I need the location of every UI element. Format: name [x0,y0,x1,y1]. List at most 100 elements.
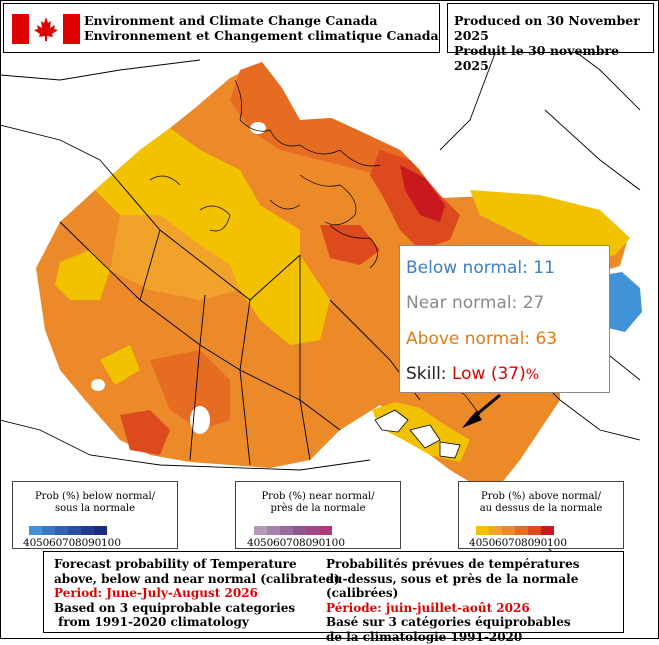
legend-below-tick: 90 [88,537,102,549]
legend-above-tick: 60 [495,537,509,549]
region-above-40-atlantic-sea [470,190,630,262]
tooltip-above-label: Above normal: [406,329,531,349]
legend-near-tick: 80 [299,537,313,549]
region-above-40-southwest [55,250,110,300]
legend-below-tick: 50 [36,537,50,549]
legend-below-swatch [68,526,81,535]
legend-above-ticks: 40 50 60 70 80 90 100 [469,537,567,549]
legend-below-title: Prob (%) below normal/ sous la normale [13,491,177,515]
legend-above-normal: Prob (%) above normal/ au dessus de la n… [458,481,624,549]
info-fr-line1: Probabilités prévues de températures [326,557,580,571]
pointer-arrow [462,393,501,428]
legend-below-tick: 80 [75,537,89,549]
produced-date-en: Produced on 30 November 2025 [454,13,640,43]
tooltip-near-value: 27 [522,293,545,313]
region-above-70-arctic [230,62,420,180]
tooltip-near-row: Near normal: 27 [406,293,544,313]
legend-above-swatch [476,526,489,535]
legend-near-tick: 90 [312,537,326,549]
agency-name-en: Environment and Climate Change Canada [84,13,378,28]
info-fr-line2: au-dessus, sous et près de la normale (c… [326,571,579,601]
info-english: Forecast probability of Temperature abov… [54,557,340,630]
production-date-box: Produced on 30 November 2025 Produit le … [447,3,654,73]
legend-near-normal: Prob (%) near normal/ près de la normale… [235,481,401,549]
info-en-line4: Based on 3 equiprobable categories [54,600,296,615]
great-lakes [374,409,461,459]
legend-near-title-en: Prob (%) near normal/ [261,491,375,502]
legend-above-tick: 40 [469,537,483,549]
legend-near-tick: 40 [247,537,261,549]
legend-above-tick: 70 [508,537,522,549]
info-en-line2: above, below and near normal (calibrated… [54,571,340,586]
legend-near-tick: 50 [260,537,274,549]
legend-near-swatch [306,526,319,535]
legend-near-tick: 60 [273,537,287,549]
production-dates: Produced on 30 November 2025 Produit le … [454,13,653,73]
location-tooltip: Below normal: 11 Near normal: 27 Above n… [399,245,610,393]
info-fr-line4: Basé sur 3 catégories équiprobables [326,615,571,630]
legend-above-swatch [502,526,515,535]
legend-above-swatch [515,526,528,535]
legend-above-tick: 100 [547,537,568,549]
region-above-80-bc [120,410,170,455]
agency-name-fr: Environnement et Changement climatique C… [84,28,439,43]
region-above-80-hudson [320,225,380,265]
forecast-info-box: Forecast probability of Temperature abov… [43,551,624,644]
region-above-40-central [230,255,330,345]
legend-below-swatch [94,526,107,535]
agency-header: Environment and Climate Change Canada En… [3,3,440,53]
legend-near-tick: 70 [286,537,300,549]
tooltip-above-value: 63 [535,329,558,349]
legend-above-swatch [489,526,502,535]
info-en-line5: from 1991-2020 climatology [54,615,249,630]
legend-above-tick: 80 [521,537,535,549]
legend-above-title-en: Prob (%) above normal/ [481,491,601,502]
legend-below-swatch [42,526,55,535]
legend-below-title-en: Prob (%) below normal/ [34,491,156,502]
tooltip-below-row: Below normal: 11 [406,258,555,278]
no-signal-spot [91,379,105,391]
tooltip-below-label: Below normal: [406,258,528,278]
region-above-40-south [100,345,140,385]
region-above-70-prairie [150,350,230,430]
legend-near-ticks: 40 50 60 70 80 90 100 [247,537,345,549]
tooltip-above-row: Above normal: 63 [406,329,557,349]
legend-below-swatch [29,526,42,535]
info-french: Probabilités prévues de températures au-… [326,557,623,645]
legend-near-swatch [280,526,293,535]
info-fr-period: Période: juin-juillet-août 2026 [326,600,530,615]
legend-near-swatch [267,526,280,535]
legend-below-ticks: 40 50 60 70 80 90 100 [23,537,121,549]
tooltip-skill-row: Skill: Low (37)% [406,364,539,384]
tooltip-skill-value: Low (37) [451,364,526,384]
tooltip-skill-label: Skill: [406,364,447,384]
legend-above-title-fr: au dessus de la normale [479,503,603,514]
legend-near-swatches [254,526,332,535]
region-above-40-west [95,128,300,265]
produced-date-fr: Produit le 30 novembre 2025 [454,43,619,73]
region-above-90-baffin [400,165,445,222]
legend-near-title: Prob (%) near normal/ près de la normale [236,491,400,515]
info-fr-line5: de la climatologie 1991-2020 [326,629,523,644]
legend-above-swatch [541,526,554,535]
canada-flag-icon [12,14,80,44]
info-en-line1: Forecast probability of Temperature [54,557,297,571]
legend-above-swatches [476,526,554,535]
agency-names: Environment and Climate Change Canada En… [84,13,439,43]
legend-below-tick: 100 [101,537,122,549]
tooltip-near-label: Near normal: [406,293,518,313]
region-above-50 [110,215,240,300]
legend-below-tick: 70 [62,537,76,549]
no-signal-spot [190,406,210,434]
no-signal-spot [250,122,266,134]
legend-below-tick: 60 [49,537,63,549]
legend-below-title-fr: sous la normale [54,503,136,514]
legend-above-swatch [528,526,541,535]
tooltip-skill-unit: % [525,367,540,383]
tooltip-below-value: 11 [533,258,555,278]
legend-below-swatches [29,526,107,535]
legend-near-swatch [254,526,267,535]
legend-below-swatch [55,526,68,535]
info-en-period: Period: June-July-August 2026 [54,586,258,601]
legend-below-normal: Prob (%) below normal/ sous la normale 4… [12,481,178,549]
